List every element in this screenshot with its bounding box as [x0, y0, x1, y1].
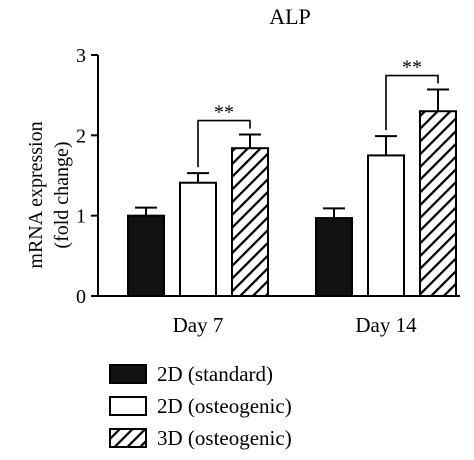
- significance-label: **: [214, 102, 234, 124]
- bar: [231, 147, 269, 297]
- legend-swatch: [109, 428, 147, 448]
- y-tick-label: 0: [76, 286, 86, 308]
- x-tick-label: Day 7: [173, 313, 224, 337]
- bar: [367, 154, 405, 297]
- bar: [419, 110, 457, 297]
- significance-label: **: [402, 57, 422, 79]
- y-axis-label: mRNA expression (fold change): [25, 121, 73, 268]
- bar: [179, 181, 217, 297]
- legend-label: 2D (standard): [157, 362, 273, 386]
- y-axis-label-line2: (fold change): [51, 141, 73, 248]
- significance-bracket: [385, 74, 439, 131]
- y-tick-label: 2: [76, 125, 86, 147]
- bar: [315, 217, 353, 297]
- chart-title: ALP: [269, 4, 311, 29]
- bar: [127, 214, 165, 298]
- y-tick-label: 3: [76, 45, 86, 67]
- legend: 2D (standard) 2D (osteogenic) 3D (osteogen…: [109, 362, 292, 450]
- significance-annotations: ** **: [197, 57, 439, 168]
- y-axis-label-line1: mRNA expression: [25, 121, 47, 268]
- legend-label: 2D (osteogenic): [157, 394, 292, 418]
- error-bars: [135, 88, 449, 219]
- legend-swatch: [109, 364, 147, 384]
- legend-swatch: [109, 396, 147, 416]
- significance-bracket: [197, 119, 251, 168]
- y-tick-label: 1: [76, 206, 86, 228]
- x-tick-label: Day 14: [355, 313, 417, 337]
- legend-label: 3D (osteogenic): [157, 426, 292, 450]
- bars: [127, 110, 457, 298]
